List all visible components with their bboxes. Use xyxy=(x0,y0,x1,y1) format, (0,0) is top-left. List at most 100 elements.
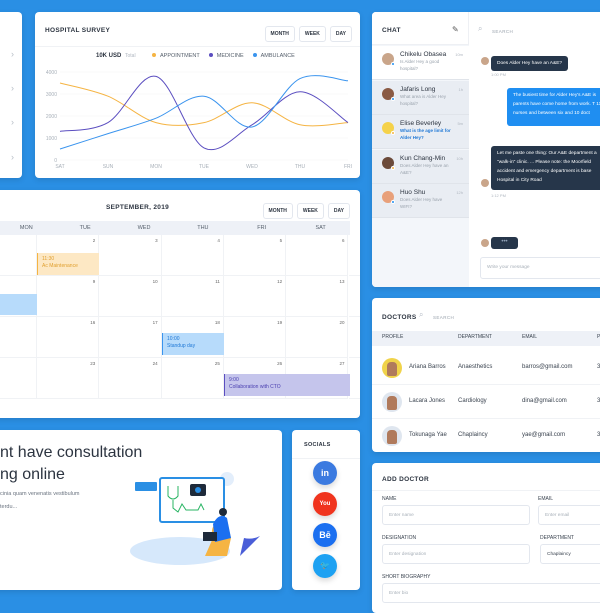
day-number: 20 xyxy=(339,320,345,325)
contact-last-message: Does Alder Hey have WIFI? xyxy=(400,197,443,209)
calendar-day[interactable]: 19 xyxy=(223,317,287,358)
calendar-day[interactable]: 4 xyxy=(161,235,224,276)
contact-time: 12h xyxy=(456,190,463,195)
contact-last-message: Is Alder Hey a good hospital? xyxy=(400,59,440,71)
calendar-day[interactable]: 13 xyxy=(286,276,349,317)
weekday-header: THU xyxy=(197,225,209,231)
weekday-header: WED xyxy=(137,225,151,231)
chevron-right-icon[interactable]: › xyxy=(11,49,14,59)
search-icon[interactable]: ⌕ xyxy=(478,24,483,33)
month-button[interactable]: MONTH xyxy=(262,203,293,219)
calendar-day[interactable]: 6 xyxy=(286,235,349,276)
designation-input[interactable]: Enter designation xyxy=(382,544,530,564)
legend-dot xyxy=(152,53,156,57)
calendar-event[interactable]: 11:30 Ac Maintenance xyxy=(37,253,99,275)
y-tick-label: 4000 xyxy=(46,70,57,76)
chat-contact[interactable]: Elise Beverley What is the age limit for… xyxy=(372,115,469,149)
day-number: 5 xyxy=(279,238,283,243)
avatar xyxy=(481,57,489,65)
name-input[interactable]: Enter name xyxy=(382,505,530,525)
contact-last-message: Does Alder Hey have an A&E? xyxy=(400,162,449,175)
chat-search-input[interactable]: SEARCH xyxy=(492,29,514,34)
message-input[interactable]: Write your message xyxy=(480,257,600,279)
chat-card: CHAT ✎ ⌕ SEARCH Chikelu Obasea Is Alder … xyxy=(372,12,600,287)
twitter-icon[interactable]: 🐦 xyxy=(313,554,337,578)
legend-item: AMBULANCE xyxy=(252,53,295,59)
day-button[interactable]: DAY xyxy=(329,26,352,42)
calendar-event[interactable] xyxy=(0,294,37,315)
chat-contact[interactable]: Kun Chang-Min Does Alder Hey have an A&E… xyxy=(372,149,469,184)
line-chart: 0 1000 2000 3000 4000 SAT SUN MON TUE WED THU FRI xyxy=(46,70,352,170)
day-number: 26 xyxy=(277,361,283,366)
linkedin-icon[interactable]: in xyxy=(313,461,337,485)
youtube-icon[interactable]: You xyxy=(313,492,337,516)
calendar-day[interactable]: 5 xyxy=(223,235,287,276)
compose-icon[interactable]: ✎ xyxy=(452,25,459,34)
chevron-right-icon[interactable]: › xyxy=(11,117,14,127)
calendar-day[interactable]: 9 xyxy=(37,276,100,317)
doctor-name: Ariana Barros xyxy=(409,364,446,370)
department-select[interactable]: Chaplaincy xyxy=(540,544,600,564)
table-row[interactable]: Lacara Jones Cardiology dina@gmail.com 3 xyxy=(372,386,600,419)
day-number: 18 xyxy=(214,320,220,325)
doctor-phone: 3 xyxy=(597,364,600,370)
calendar-day[interactable]: 24 xyxy=(99,358,162,399)
total-label: Total xyxy=(125,53,136,59)
calendar-day[interactable]: 23 xyxy=(37,358,100,399)
calendar-day[interactable]: 21 xyxy=(348,317,360,358)
doctor-department: Anaesthetics xyxy=(458,364,493,370)
calendar-event[interactable]: 10:00 Standup day xyxy=(162,333,224,355)
calendar-day[interactable] xyxy=(0,235,37,276)
calendar-day[interactable] xyxy=(0,317,37,358)
event-title: Collaboration with CTO xyxy=(229,384,281,390)
weekday-header: FRI xyxy=(257,225,267,231)
calendar-day[interactable]: 10 xyxy=(99,276,162,317)
doctors-title: DOCTORS xyxy=(382,314,417,321)
doctors-search-input[interactable]: SEARCH xyxy=(433,315,455,320)
event-time: 9:00 xyxy=(229,377,239,383)
day-number: 13 xyxy=(339,279,345,284)
table-row[interactable]: Ariana Barros Anaesthetics barros@gmail.… xyxy=(372,352,600,385)
calendar-day[interactable]: 25 xyxy=(161,358,224,399)
chevron-right-icon[interactable]: › xyxy=(11,152,14,162)
banner-text: cinia quam venenatis vestibulum xyxy=(0,491,80,497)
behance-icon[interactable]: Bē xyxy=(313,523,337,547)
calendar-day[interactable]: 28 xyxy=(348,358,360,399)
calendar-day[interactable]: 7 xyxy=(348,235,360,276)
chevron-right-icon[interactable]: › xyxy=(11,83,14,93)
biography-label: SHORT BIOGRAPHY xyxy=(382,574,431,580)
month-button[interactable]: MONTH xyxy=(264,26,295,42)
email-label: EMAIL xyxy=(538,496,554,502)
calendar-day[interactable]: 11 xyxy=(161,276,224,317)
x-tick-label: THU xyxy=(295,164,306,170)
calendar-day[interactable]: 3 xyxy=(99,235,162,276)
doctor-name: Lacara Jones xyxy=(409,398,446,404)
calendar-day[interactable]: 20 xyxy=(286,317,349,358)
doctor-phone: 3 xyxy=(597,398,600,404)
calendar-day[interactable]: 14 xyxy=(348,276,360,317)
chat-contact[interactable]: Huo Shu Does Alder Hey have WIFI? 12h xyxy=(372,184,469,218)
doctor-avatar xyxy=(382,392,402,412)
week-button[interactable]: WEEK xyxy=(298,26,326,42)
x-tick-label: WED xyxy=(246,164,258,170)
calendar-event[interactable]: 9:00 Collaboration with CTO xyxy=(224,374,350,396)
calendar-day[interactable]: 12 xyxy=(223,276,287,317)
calendar-day[interactable]: 17 xyxy=(99,317,162,358)
week-button[interactable]: WEEK xyxy=(296,203,324,219)
calendar-day[interactable]: 16 xyxy=(37,317,100,358)
doctor-email: dina@gmail.com xyxy=(522,398,567,404)
chat-contact[interactable]: Jafaris Long What area is Alder Hey hosp… xyxy=(372,80,469,115)
email-input[interactable]: Enter email xyxy=(538,505,600,525)
legend-item: APPOINTMENT xyxy=(152,53,200,59)
table-row[interactable]: Tokunaga Yae Chaplaincy yae@gmail.com 3 xyxy=(372,420,600,452)
calendar-day[interactable] xyxy=(0,358,37,399)
message-time: 1:00 PM xyxy=(491,72,506,77)
search-icon[interactable]: ⌕ xyxy=(419,310,424,319)
y-tick-label: 1000 xyxy=(46,136,57,142)
biography-input[interactable]: Enter bio xyxy=(382,583,600,603)
doctor-department: Cardiology xyxy=(458,398,487,404)
chat-contact[interactable]: Chikelu Obasea Is Alder Hey a good hospi… xyxy=(372,46,469,80)
avatar xyxy=(481,239,489,247)
series-line-ambulance xyxy=(59,75,349,150)
day-button[interactable]: DAY xyxy=(327,203,350,219)
